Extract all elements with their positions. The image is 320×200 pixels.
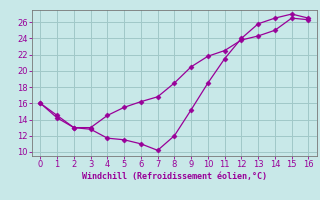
X-axis label: Windchill (Refroidissement éolien,°C): Windchill (Refroidissement éolien,°C) <box>82 172 267 181</box>
